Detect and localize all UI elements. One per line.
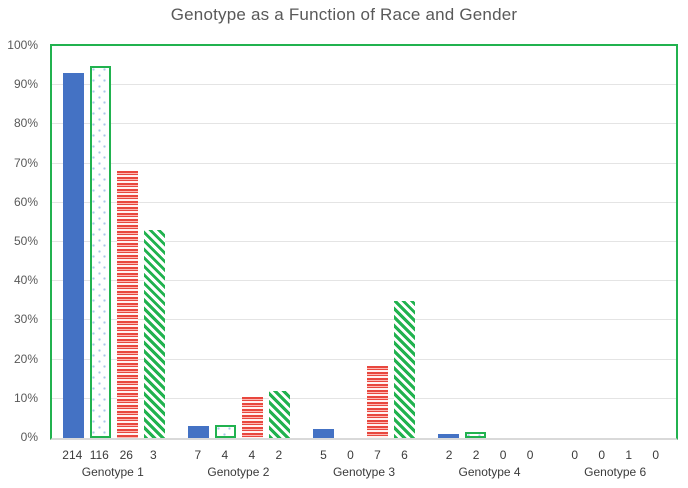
count-labels-row: 214 116 26 3 <box>50 448 176 462</box>
x-axis-cell-2: 7 4 4 2 Genotype 2 <box>176 442 302 479</box>
y-tick-label: 70% <box>13 155 38 170</box>
gridline <box>52 201 676 203</box>
bar-blue-solid <box>188 426 210 438</box>
bar-white-green-dotted <box>464 431 486 438</box>
y-tick-label: 50% <box>13 234 38 248</box>
count-label: 2 <box>472 448 480 462</box>
bar-red-striped <box>117 171 139 438</box>
x-axis: 214 116 26 3 Genotype 1 7 4 4 2 Genotype 2 5 0 7 6 Gen… <box>50 442 678 479</box>
category-label: Genotype 6 <box>584 465 647 479</box>
x-axis-cell-4: 2 2 0 0 Genotype 4 <box>427 442 553 479</box>
category-label: Genotype 3 <box>332 465 395 479</box>
count-label: 2 <box>275 448 283 462</box>
bar-groups <box>52 46 676 438</box>
count-label: 0 <box>526 448 534 462</box>
count-label: 0 <box>652 448 660 462</box>
count-label: 0 <box>598 448 606 462</box>
category-label: Genotype 4 <box>458 465 521 479</box>
y-tick-label: 60% <box>13 194 38 209</box>
category-label: Genotype 1 <box>81 465 144 479</box>
gridline <box>52 241 676 242</box>
bar-white-green-dotted <box>215 425 237 438</box>
bar-group-2 <box>177 46 302 438</box>
count-label: 0 <box>571 448 579 462</box>
y-tick-label: 10% <box>13 390 38 405</box>
y-axis: 100% 90% 80% 70% 60% 50% 40% 30% 20% 10% 0% <box>0 38 44 444</box>
bar-red-striped <box>366 365 388 438</box>
bar-group-3 <box>302 46 427 438</box>
y-tick-label: 80% <box>13 116 38 131</box>
count-label: 0 <box>499 448 507 462</box>
count-label: 3 <box>149 448 157 462</box>
count-labels-row: 7 4 4 2 <box>176 448 302 462</box>
bar-green-diagonal <box>393 300 415 438</box>
count-label: 2 <box>445 448 453 462</box>
count-labels-row: 0 0 1 0 <box>552 448 678 462</box>
x-axis-cell-3: 5 0 7 6 Genotype 3 <box>301 442 427 479</box>
gridline <box>52 162 676 164</box>
gridline <box>52 280 676 282</box>
bar-blue-solid <box>312 429 334 438</box>
count-label: 4 <box>248 448 256 462</box>
x-axis-cell-5: 0 0 1 0 Genotype 6 <box>552 442 678 479</box>
count-label: 4 <box>221 448 229 462</box>
y-tick-label: 0% <box>20 430 38 444</box>
y-tick-label: 100% <box>7 38 38 52</box>
count-label: 7 <box>194 448 202 462</box>
y-tick-label: 20% <box>13 351 38 366</box>
count-label: 5 <box>320 448 327 462</box>
x-axis-cell-1: 214 116 26 3 Genotype 1 <box>50 442 176 479</box>
count-labels-row: 5 0 7 6 <box>301 448 427 462</box>
count-label: 214 <box>62 448 83 462</box>
count-label: 1 <box>625 448 633 462</box>
bar-green-diagonal <box>269 390 291 438</box>
gridline <box>52 319 676 321</box>
plot-area <box>50 44 678 440</box>
bar-group-4 <box>426 46 551 438</box>
bar-group-1 <box>52 46 177 438</box>
bar-green-diagonal <box>144 230 166 438</box>
count-label: 7 <box>374 448 381 462</box>
count-labels-row: 2 2 0 0 <box>427 448 553 462</box>
count-label: 116 <box>89 448 109 462</box>
bar-blue-solid <box>63 73 85 438</box>
gridline <box>52 397 676 399</box>
gridline <box>52 84 676 86</box>
count-label: 26 <box>119 448 133 462</box>
category-label: Genotype 2 <box>207 465 270 479</box>
gridline <box>52 358 676 360</box>
y-tick-label: 90% <box>13 77 38 92</box>
bar-blue-solid <box>437 434 459 438</box>
bar-white-green-dotted <box>90 65 112 438</box>
count-label: 6 <box>401 448 408 462</box>
bar-group-5 <box>551 46 676 438</box>
y-tick-label: 40% <box>13 273 38 288</box>
y-tick-label: 30% <box>13 312 38 327</box>
bar-red-striped <box>242 396 264 438</box>
chart-title: Genotype as a Function of Race and Gende… <box>170 5 518 24</box>
gridline <box>52 123 676 125</box>
count-label: 0 <box>347 448 354 462</box>
